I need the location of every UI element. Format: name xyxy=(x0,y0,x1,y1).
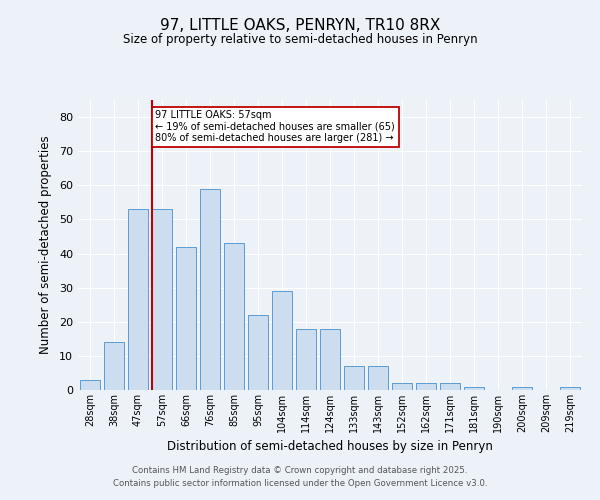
Text: Size of property relative to semi-detached houses in Penryn: Size of property relative to semi-detach… xyxy=(122,32,478,46)
Bar xyxy=(248,315,268,390)
Bar xyxy=(272,291,292,390)
Bar xyxy=(440,383,460,390)
Text: Contains HM Land Registry data © Crown copyright and database right 2025.
Contai: Contains HM Land Registry data © Crown c… xyxy=(113,466,487,487)
Text: 97 LITTLE OAKS: 57sqm
← 19% of semi-detached houses are smaller (65)
80% of semi: 97 LITTLE OAKS: 57sqm ← 19% of semi-deta… xyxy=(155,110,395,144)
Bar xyxy=(416,383,436,390)
Bar xyxy=(224,244,244,390)
Bar xyxy=(128,209,148,390)
Bar xyxy=(296,328,316,390)
Bar xyxy=(512,386,532,390)
Bar xyxy=(464,386,484,390)
Bar xyxy=(368,366,388,390)
Bar xyxy=(104,342,124,390)
Bar xyxy=(392,383,412,390)
Bar xyxy=(560,386,580,390)
Bar xyxy=(152,209,172,390)
Text: 97, LITTLE OAKS, PENRYN, TR10 8RX: 97, LITTLE OAKS, PENRYN, TR10 8RX xyxy=(160,18,440,32)
Bar xyxy=(344,366,364,390)
X-axis label: Distribution of semi-detached houses by size in Penryn: Distribution of semi-detached houses by … xyxy=(167,440,493,454)
Y-axis label: Number of semi-detached properties: Number of semi-detached properties xyxy=(39,136,52,354)
Bar xyxy=(200,188,220,390)
Bar xyxy=(320,328,340,390)
Bar xyxy=(80,380,100,390)
Bar xyxy=(176,246,196,390)
